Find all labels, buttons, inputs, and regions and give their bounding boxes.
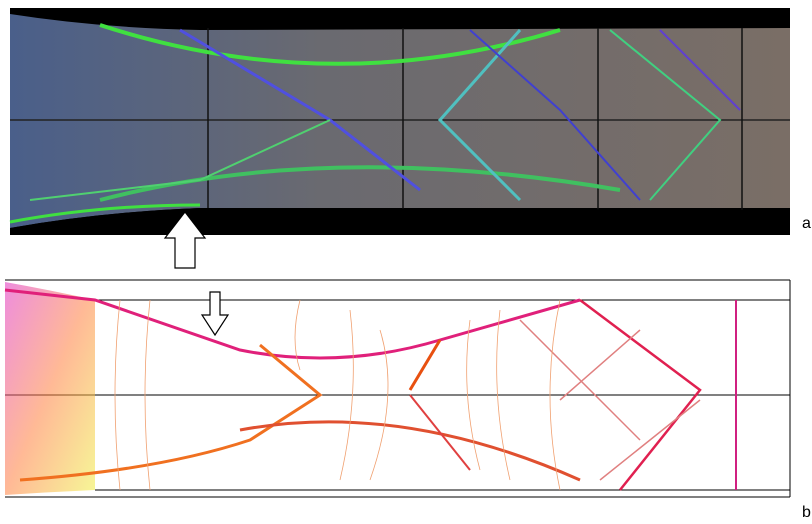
panel-a-image — [10, 8, 790, 235]
arrow-down — [202, 292, 228, 335]
panel-label: a — [802, 215, 811, 232]
panel-label: b — [802, 504, 811, 521]
panel-b-image — [5, 280, 790, 497]
figure: a b — [0, 0, 812, 524]
